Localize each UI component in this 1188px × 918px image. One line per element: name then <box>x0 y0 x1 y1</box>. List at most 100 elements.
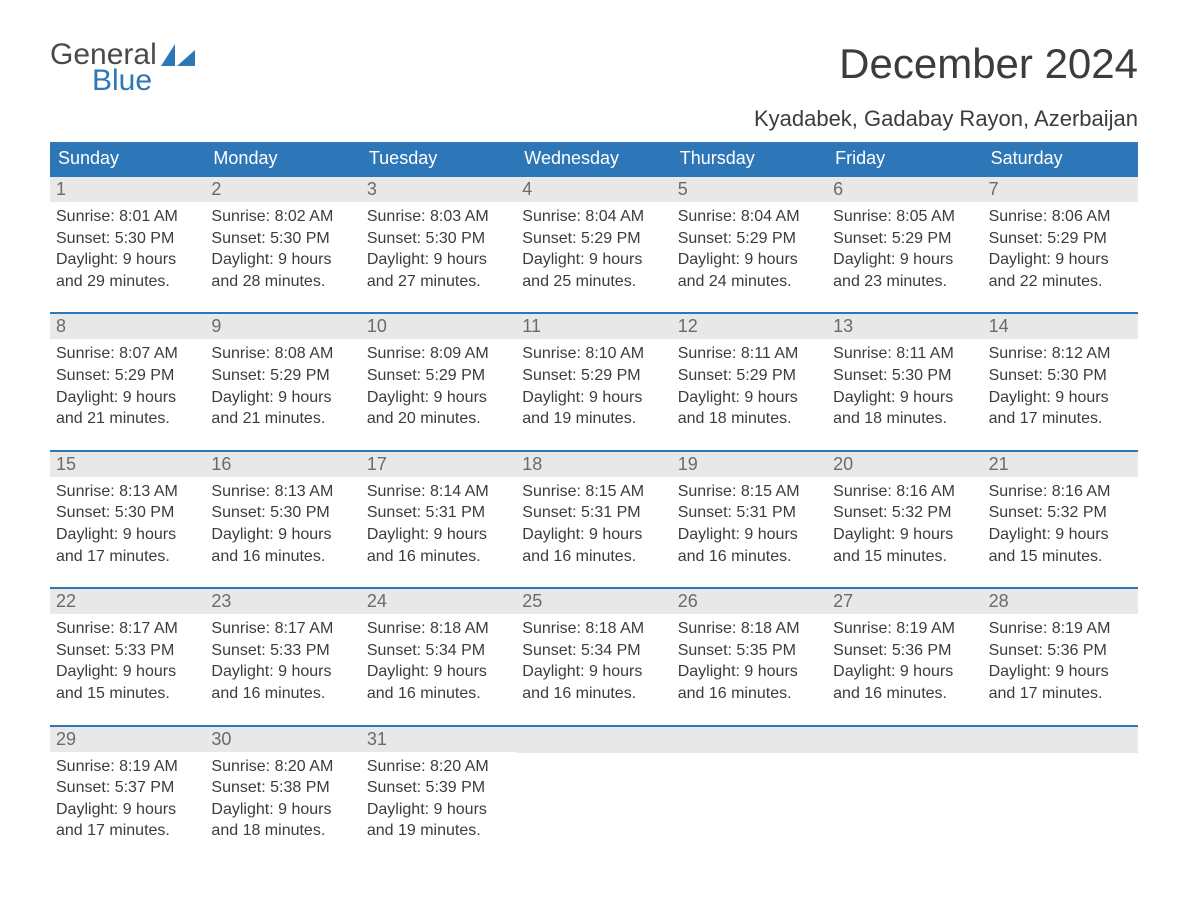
daylight-line-1: Daylight: 9 hours <box>989 661 1132 683</box>
sunset-line: Sunset: 5:30 PM <box>833 365 976 387</box>
calendar-cell: 31Sunrise: 8:20 AMSunset: 5:39 PMDayligh… <box>361 725 516 862</box>
daylight-line-1: Daylight: 9 hours <box>522 249 665 271</box>
sunset-line: Sunset: 5:29 PM <box>678 365 821 387</box>
day-number: 13 <box>827 314 982 339</box>
daylight-line-1: Daylight: 9 hours <box>56 249 199 271</box>
cell-body: Sunrise: 8:15 AMSunset: 5:31 PMDaylight:… <box>516 477 671 567</box>
calendar-cell: 8Sunrise: 8:07 AMSunset: 5:29 PMDaylight… <box>50 312 205 449</box>
day-number <box>983 727 1138 753</box>
sunset-line: Sunset: 5:36 PM <box>833 640 976 662</box>
sunset-line: Sunset: 5:30 PM <box>989 365 1132 387</box>
sunset-line: Sunset: 5:30 PM <box>56 502 199 524</box>
sunrise-line: Sunrise: 8:17 AM <box>211 618 354 640</box>
daylight-line-1: Daylight: 9 hours <box>56 799 199 821</box>
day-number: 31 <box>361 727 516 752</box>
daylight-line-1: Daylight: 9 hours <box>833 249 976 271</box>
sunset-line: Sunset: 5:37 PM <box>56 777 199 799</box>
cell-body: Sunrise: 8:14 AMSunset: 5:31 PMDaylight:… <box>361 477 516 567</box>
calendar-cell: 26Sunrise: 8:18 AMSunset: 5:35 PMDayligh… <box>672 587 827 724</box>
daylight-line-1: Daylight: 9 hours <box>989 387 1132 409</box>
day-number: 24 <box>361 589 516 614</box>
sunrise-line: Sunrise: 8:11 AM <box>678 343 821 365</box>
daylight-line-2: and 29 minutes. <box>56 271 199 293</box>
cell-body <box>516 753 671 841</box>
sunrise-line: Sunrise: 8:04 AM <box>678 206 821 228</box>
cell-body: Sunrise: 8:19 AMSunset: 5:36 PMDaylight:… <box>827 614 982 704</box>
calendar-cell: 30Sunrise: 8:20 AMSunset: 5:38 PMDayligh… <box>205 725 360 862</box>
cell-body: Sunrise: 8:18 AMSunset: 5:35 PMDaylight:… <box>672 614 827 704</box>
calendar-cell: 17Sunrise: 8:14 AMSunset: 5:31 PMDayligh… <box>361 450 516 587</box>
sunset-line: Sunset: 5:29 PM <box>56 365 199 387</box>
sunrise-line: Sunrise: 8:19 AM <box>56 756 199 778</box>
calendar-cell: 10Sunrise: 8:09 AMSunset: 5:29 PMDayligh… <box>361 312 516 449</box>
day-number: 26 <box>672 589 827 614</box>
calendar-cell: 19Sunrise: 8:15 AMSunset: 5:31 PMDayligh… <box>672 450 827 587</box>
daylight-line-2: and 23 minutes. <box>833 271 976 293</box>
sunrise-line: Sunrise: 8:06 AM <box>989 206 1132 228</box>
calendar-cell: 18Sunrise: 8:15 AMSunset: 5:31 PMDayligh… <box>516 450 671 587</box>
sunset-line: Sunset: 5:29 PM <box>522 365 665 387</box>
calendar-cell-empty <box>672 725 827 862</box>
day-number: 23 <box>205 589 360 614</box>
calendar-cell: 1Sunrise: 8:01 AMSunset: 5:30 PMDaylight… <box>50 175 205 312</box>
calendar-cell: 24Sunrise: 8:18 AMSunset: 5:34 PMDayligh… <box>361 587 516 724</box>
daylight-line-2: and 17 minutes. <box>989 683 1132 705</box>
calendar-cell: 22Sunrise: 8:17 AMSunset: 5:33 PMDayligh… <box>50 587 205 724</box>
daylight-line-1: Daylight: 9 hours <box>833 524 976 546</box>
cell-body: Sunrise: 8:02 AMSunset: 5:30 PMDaylight:… <box>205 202 360 292</box>
cell-body: Sunrise: 8:20 AMSunset: 5:39 PMDaylight:… <box>361 752 516 842</box>
dayhead-sunday: Sunday <box>50 142 205 175</box>
sunset-line: Sunset: 5:35 PM <box>678 640 821 662</box>
sunset-line: Sunset: 5:29 PM <box>833 228 976 250</box>
daylight-line-1: Daylight: 9 hours <box>678 387 821 409</box>
day-number: 12 <box>672 314 827 339</box>
day-number: 16 <box>205 452 360 477</box>
calendar-cell: 27Sunrise: 8:19 AMSunset: 5:36 PMDayligh… <box>827 587 982 724</box>
cell-body: Sunrise: 8:11 AMSunset: 5:29 PMDaylight:… <box>672 339 827 429</box>
daylight-line-2: and 16 minutes. <box>522 546 665 568</box>
daylight-line-2: and 28 minutes. <box>211 271 354 293</box>
sunrise-line: Sunrise: 8:13 AM <box>56 481 199 503</box>
calendar-cell: 20Sunrise: 8:16 AMSunset: 5:32 PMDayligh… <box>827 450 982 587</box>
daylight-line-2: and 19 minutes. <box>367 820 510 842</box>
logo: General Blue <box>50 40 195 96</box>
daylight-line-1: Daylight: 9 hours <box>56 661 199 683</box>
cell-body: Sunrise: 8:08 AMSunset: 5:29 PMDaylight:… <box>205 339 360 429</box>
day-number: 9 <box>205 314 360 339</box>
cell-body <box>672 753 827 841</box>
daylight-line-2: and 18 minutes. <box>833 408 976 430</box>
day-number: 2 <box>205 177 360 202</box>
daylight-line-1: Daylight: 9 hours <box>367 387 510 409</box>
daylight-line-2: and 24 minutes. <box>678 271 821 293</box>
daylight-line-1: Daylight: 9 hours <box>211 524 354 546</box>
page-header: General Blue December 2024 <box>50 40 1138 96</box>
daylight-line-1: Daylight: 9 hours <box>56 387 199 409</box>
dayhead-tuesday: Tuesday <box>361 142 516 175</box>
cell-body: Sunrise: 8:16 AMSunset: 5:32 PMDaylight:… <box>827 477 982 567</box>
day-number: 19 <box>672 452 827 477</box>
sunrise-line: Sunrise: 8:10 AM <box>522 343 665 365</box>
sunset-line: Sunset: 5:29 PM <box>211 365 354 387</box>
day-number: 11 <box>516 314 671 339</box>
daylight-line-2: and 15 minutes. <box>56 683 199 705</box>
calendar-cell: 28Sunrise: 8:19 AMSunset: 5:36 PMDayligh… <box>983 587 1138 724</box>
daylight-line-1: Daylight: 9 hours <box>211 387 354 409</box>
day-number: 7 <box>983 177 1138 202</box>
cell-body: Sunrise: 8:10 AMSunset: 5:29 PMDaylight:… <box>516 339 671 429</box>
cell-body: Sunrise: 8:13 AMSunset: 5:30 PMDaylight:… <box>205 477 360 567</box>
cell-body: Sunrise: 8:06 AMSunset: 5:29 PMDaylight:… <box>983 202 1138 292</box>
sunset-line: Sunset: 5:30 PM <box>211 502 354 524</box>
cell-body: Sunrise: 8:12 AMSunset: 5:30 PMDaylight:… <box>983 339 1138 429</box>
daylight-line-2: and 21 minutes. <box>211 408 354 430</box>
sunset-line: Sunset: 5:31 PM <box>367 502 510 524</box>
daylight-line-2: and 25 minutes. <box>522 271 665 293</box>
sunset-line: Sunset: 5:30 PM <box>56 228 199 250</box>
dayhead-saturday: Saturday <box>983 142 1138 175</box>
daylight-line-1: Daylight: 9 hours <box>367 661 510 683</box>
day-number: 20 <box>827 452 982 477</box>
sunrise-line: Sunrise: 8:20 AM <box>367 756 510 778</box>
cell-body: Sunrise: 8:20 AMSunset: 5:38 PMDaylight:… <box>205 752 360 842</box>
day-number: 14 <box>983 314 1138 339</box>
calendar-cell: 23Sunrise: 8:17 AMSunset: 5:33 PMDayligh… <box>205 587 360 724</box>
daylight-line-2: and 17 minutes. <box>989 408 1132 430</box>
